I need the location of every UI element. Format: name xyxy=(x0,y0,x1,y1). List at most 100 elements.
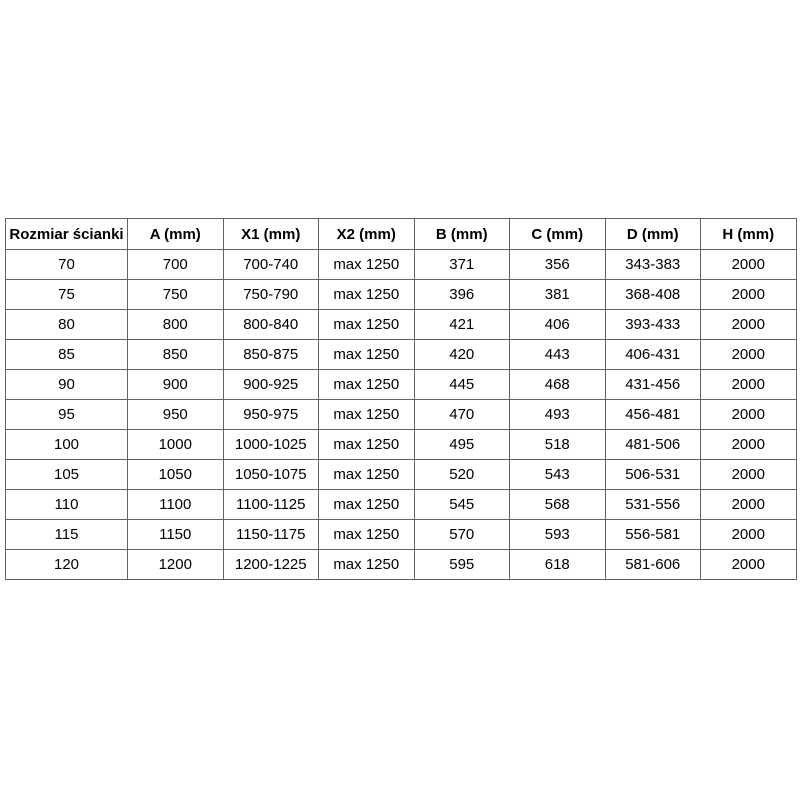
table-cell: 381 xyxy=(509,279,606,310)
table-cell: max 1250 xyxy=(318,249,415,280)
table-row: 70 700 700-740 max 1250 371 356 343-383 2000 xyxy=(5,249,797,280)
table-cell: 850-875 xyxy=(222,339,319,370)
table-row: 110 1100 1100-1125 max 1250 545 568 531-556 200… xyxy=(5,489,797,520)
column-header: A (mm) xyxy=(127,218,224,250)
column-header: B (mm) xyxy=(413,218,510,250)
table-cell: 406 xyxy=(509,309,606,340)
table-cell: 468 xyxy=(509,369,606,400)
table-cell: 2000 xyxy=(700,549,797,580)
table-row: 120 1200 1200-1225 max 1250 595 618 581-606 200… xyxy=(5,549,797,580)
table-cell: 470 xyxy=(413,399,510,430)
table-cell: max 1250 xyxy=(318,549,415,580)
table-cell: 100 xyxy=(5,429,128,460)
table-cell: 850 xyxy=(127,339,224,370)
table-cell: 568 xyxy=(509,489,606,520)
table-cell: 750-790 xyxy=(222,279,319,310)
table-cell: 518 xyxy=(509,429,606,460)
column-header: X1 (mm) xyxy=(222,218,319,250)
table-cell: 800 xyxy=(127,309,224,340)
table-cell: 543 xyxy=(509,459,606,490)
table-cell: 2000 xyxy=(700,309,797,340)
table-cell: 618 xyxy=(509,549,606,580)
table-cell: 2000 xyxy=(700,399,797,430)
table-row: 90 900 900-925 max 1250 445 468 431-456 2000 xyxy=(5,369,797,400)
table-cell: 1000-1025 xyxy=(222,429,319,460)
column-header: X2 (mm) xyxy=(318,218,415,250)
table-cell: 556-581 xyxy=(604,519,701,550)
header-row: Rozmiar ścianki A (mm) X1 (mm) X2 (mm) B (mm… xyxy=(5,218,797,250)
table-cell: 1050-1075 xyxy=(222,459,319,490)
table-cell: 406-431 xyxy=(604,339,701,370)
spec-table-container: Rozmiar ścianki A (mm) X1 (mm) X2 (mm) B (mm… xyxy=(5,218,797,580)
table-cell: 420 xyxy=(413,339,510,370)
table-cell: 1050 xyxy=(127,459,224,490)
table-cell: max 1250 xyxy=(318,429,415,460)
table-cell: 495 xyxy=(413,429,510,460)
spec-table: Rozmiar ścianki A (mm) X1 (mm) X2 (mm) B (mm… xyxy=(5,218,797,580)
table-cell: 393-433 xyxy=(604,309,701,340)
table-row: 80 800 800-840 max 1250 421 406 393-433 2000 xyxy=(5,309,797,340)
table-cell: 520 xyxy=(413,459,510,490)
table-cell: 445 xyxy=(413,369,510,400)
table-cell: 2000 xyxy=(700,459,797,490)
table-cell: 595 xyxy=(413,549,510,580)
table-cell: 120 xyxy=(5,549,128,580)
table-cell: 1100-1125 xyxy=(222,489,319,520)
table-cell: 75 xyxy=(5,279,128,310)
table-cell: 421 xyxy=(413,309,510,340)
table-cell: 105 xyxy=(5,459,128,490)
table-cell: 2000 xyxy=(700,369,797,400)
column-header: D (mm) xyxy=(604,218,701,250)
table-cell: 2000 xyxy=(700,279,797,310)
table-cell: 371 xyxy=(413,249,510,280)
table-cell: 1150 xyxy=(127,519,224,550)
table-cell: 110 xyxy=(5,489,128,520)
table-cell: max 1250 xyxy=(318,489,415,520)
table-cell: 2000 xyxy=(700,249,797,280)
table-cell: 1100 xyxy=(127,489,224,520)
table-cell: 80 xyxy=(5,309,128,340)
table-cell: 800-840 xyxy=(222,309,319,340)
table-cell: 343-383 xyxy=(604,249,701,280)
table-cell: 545 xyxy=(413,489,510,520)
table-cell: 493 xyxy=(509,399,606,430)
table-cell: 950-975 xyxy=(222,399,319,430)
table-row: 85 850 850-875 max 1250 420 443 406-431 2000 xyxy=(5,339,797,370)
table-cell: 2000 xyxy=(700,429,797,460)
table-cell: 70 xyxy=(5,249,128,280)
table-header-row: Rozmiar ścianki A (mm) X1 (mm) X2 (mm) B (mm… xyxy=(5,218,797,250)
table-cell: 1200 xyxy=(127,549,224,580)
table-cell: 431-456 xyxy=(604,369,701,400)
table-cell: 368-408 xyxy=(604,279,701,310)
table-cell: 531-556 xyxy=(604,489,701,520)
column-header: H (mm) xyxy=(700,218,797,250)
table-cell: 1150-1175 xyxy=(222,519,319,550)
table-cell: 700 xyxy=(127,249,224,280)
table-cell: 85 xyxy=(5,339,128,370)
table-cell: 396 xyxy=(413,279,510,310)
table-cell: 1000 xyxy=(127,429,224,460)
table-cell: 2000 xyxy=(700,489,797,520)
table-cell: max 1250 xyxy=(318,399,415,430)
table-cell: 90 xyxy=(5,369,128,400)
table-row: 105 1050 1050-1075 max 1250 520 543 506-531 200… xyxy=(5,459,797,490)
table-cell: 443 xyxy=(509,339,606,370)
table-cell: 2000 xyxy=(700,519,797,550)
table-row: 100 1000 1000-1025 max 1250 495 518 481-506 200… xyxy=(5,429,797,460)
table-cell: max 1250 xyxy=(318,339,415,370)
table-cell: 115 xyxy=(5,519,128,550)
table-cell: 570 xyxy=(413,519,510,550)
table-cell: 750 xyxy=(127,279,224,310)
table-row: 95 950 950-975 max 1250 470 493 456-481 2000 xyxy=(5,399,797,430)
table-cell: max 1250 xyxy=(318,519,415,550)
table-cell: 95 xyxy=(5,399,128,430)
table-cell: max 1250 xyxy=(318,309,415,340)
table-cell: 456-481 xyxy=(604,399,701,430)
table-row: 75 750 750-790 max 1250 396 381 368-408 2000 xyxy=(5,279,797,310)
table-cell: 481-506 xyxy=(604,429,701,460)
table-cell: 700-740 xyxy=(222,249,319,280)
table-row: 115 1150 1150-1175 max 1250 570 593 556-581 200… xyxy=(5,519,797,550)
table-cell: 356 xyxy=(509,249,606,280)
table-cell: 900 xyxy=(127,369,224,400)
